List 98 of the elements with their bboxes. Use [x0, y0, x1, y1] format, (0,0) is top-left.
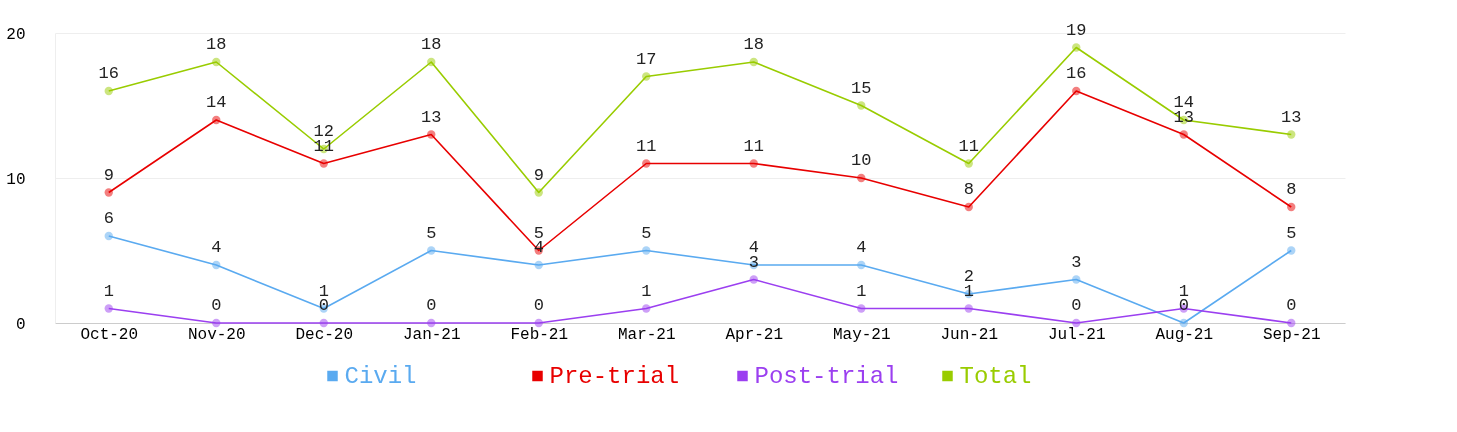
point	[1072, 86, 1081, 96]
point	[1072, 318, 1081, 328]
point	[642, 246, 651, 255]
data-label: 0	[211, 296, 222, 315]
data-label: 18	[743, 35, 764, 54]
data-label: 5	[1286, 223, 1297, 243]
data-label: 19	[1066, 20, 1087, 40]
point	[642, 159, 651, 168]
x-tick-label: Aug-21	[1155, 325, 1214, 344]
point	[104, 86, 113, 96]
data-label: 0	[533, 296, 544, 315]
point	[534, 318, 543, 328]
point	[857, 101, 866, 110]
point	[427, 57, 436, 67]
point	[1287, 318, 1296, 328]
point	[427, 318, 436, 328]
point	[642, 304, 651, 313]
point	[1072, 275, 1081, 284]
point	[1287, 130, 1296, 139]
data-label: 18	[421, 35, 442, 54]
y-tick-label: 10	[6, 170, 26, 189]
point	[427, 246, 436, 255]
point	[104, 188, 113, 197]
data-label: 16	[98, 64, 119, 83]
data-label: 5	[641, 223, 652, 243]
data-label: 4	[856, 238, 867, 257]
data-label: 17	[636, 49, 657, 69]
x-tick-label: Dec-20	[295, 325, 354, 344]
data-label: 13	[421, 107, 442, 127]
legend-label: Civil	[344, 363, 417, 390]
point	[104, 304, 113, 313]
point	[319, 318, 328, 328]
point	[104, 231, 113, 241]
point	[1072, 43, 1081, 52]
point	[642, 72, 651, 81]
point	[857, 173, 866, 183]
point	[534, 188, 543, 197]
point	[964, 304, 973, 313]
point	[749, 159, 758, 168]
data-label: 14	[206, 93, 227, 112]
data-label: 8	[963, 180, 974, 199]
point	[857, 304, 866, 313]
point	[212, 318, 221, 328]
x-tick-label: Feb-21	[510, 325, 569, 344]
data-label: 8	[1286, 180, 1297, 199]
x-tick-label: Mar-21	[617, 325, 676, 344]
y-tick-label: 20	[6, 25, 26, 44]
point	[212, 260, 221, 270]
point	[1179, 130, 1188, 139]
data-label: 15	[851, 78, 872, 98]
data-label: 0	[426, 296, 437, 315]
y-tick-label: 0	[15, 315, 26, 334]
data-label: 9	[103, 165, 114, 185]
point	[212, 57, 221, 67]
point	[1287, 202, 1296, 212]
data-label: 0	[1071, 296, 1082, 315]
data-label: 10	[851, 151, 872, 170]
data-label: 1	[641, 281, 652, 301]
data-label: 1	[103, 281, 114, 301]
x-tick-label: Apr-21	[725, 325, 784, 344]
data-label: 13	[1281, 107, 1302, 127]
x-tick-label: May-21	[832, 325, 891, 344]
point	[212, 115, 221, 125]
data-label: 4	[211, 238, 222, 257]
data-label: 0	[318, 296, 329, 315]
point	[319, 159, 328, 168]
data-label: 0	[1178, 296, 1189, 315]
data-label: 11	[636, 136, 657, 156]
x-tick-label: Jan-21	[402, 325, 461, 344]
data-label: 0	[1286, 296, 1297, 315]
x-tick-label: Oct-20	[80, 325, 139, 344]
legend-label: Pre-trial	[549, 363, 680, 390]
x-tick-label: Jul-21	[1047, 325, 1106, 344]
x-tick-label: Sep-21	[1262, 325, 1321, 344]
point	[1287, 246, 1296, 255]
data-label: 6	[103, 209, 114, 228]
point	[534, 260, 543, 270]
point	[1179, 318, 1188, 328]
x-tick-label: Jun-21	[940, 325, 999, 344]
data-label: 16	[1066, 64, 1087, 83]
data-label: 14	[1173, 93, 1194, 112]
data-label: 5	[426, 223, 437, 243]
point	[749, 57, 758, 67]
point	[427, 130, 436, 139]
data-label: 12	[313, 122, 334, 141]
legend-label: Total	[959, 363, 1032, 390]
data-label: 18	[206, 35, 227, 54]
data-label: 3	[1071, 252, 1082, 272]
data-label: 9	[533, 165, 544, 185]
data-label: 1	[856, 281, 867, 301]
data-label: 11	[958, 136, 979, 156]
point	[749, 275, 758, 284]
point	[964, 159, 973, 168]
legend-label: Post-trial	[754, 363, 899, 390]
point	[857, 260, 866, 270]
point	[964, 202, 973, 212]
x-tick-label: Nov-20	[187, 325, 246, 344]
data-label: 11	[743, 136, 764, 156]
